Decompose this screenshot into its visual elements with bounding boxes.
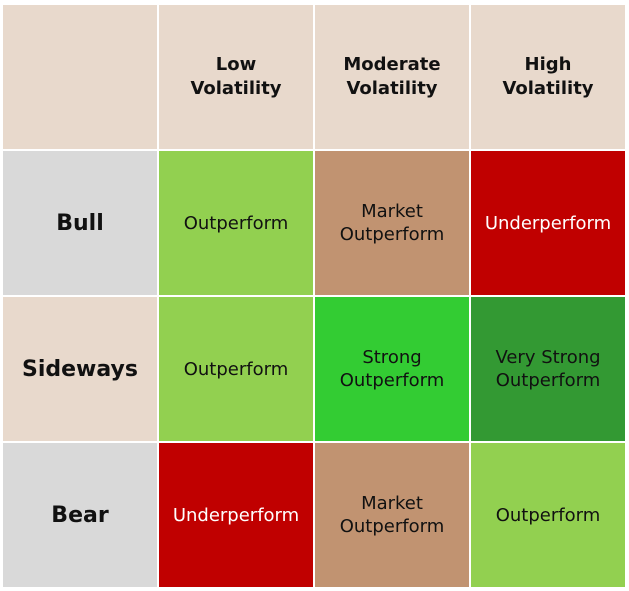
matrix-cell: Strong Outperform bbox=[315, 297, 469, 441]
row-label: Bear bbox=[51, 502, 109, 528]
cell-text: Outperform bbox=[495, 370, 601, 391]
header-text: Volatility bbox=[502, 78, 594, 99]
cell-text: Strong bbox=[362, 347, 422, 368]
header-text: Volatility bbox=[346, 78, 438, 99]
row-header: Bear bbox=[3, 443, 157, 587]
corner-cell bbox=[3, 5, 157, 149]
cell-text: Outperform bbox=[339, 370, 445, 391]
matrix-cell: Underperform bbox=[471, 151, 625, 295]
cell-text: Underperform bbox=[484, 212, 612, 234]
header-text: Low bbox=[215, 54, 257, 75]
cell-text: Market bbox=[361, 493, 423, 514]
matrix-cell: Outperform bbox=[471, 443, 625, 587]
cell-text: Very Strong bbox=[495, 347, 601, 368]
column-header: High Volatility bbox=[471, 5, 625, 149]
cell-text: Outperform bbox=[339, 516, 445, 537]
header-text: Volatility bbox=[190, 78, 282, 99]
header-text: Moderate bbox=[343, 54, 441, 75]
matrix-cell: Outperform bbox=[159, 151, 313, 295]
row-header: Sideways bbox=[3, 297, 157, 441]
cell-text: Outperform bbox=[183, 358, 289, 380]
header-text: High bbox=[524, 54, 572, 75]
cell-text: Market bbox=[361, 201, 423, 222]
matrix-cell: Underperform bbox=[159, 443, 313, 587]
matrix-cell: Market Outperform bbox=[315, 443, 469, 587]
matrix-cell: Market Outperform bbox=[315, 151, 469, 295]
cell-text: Outperform bbox=[495, 504, 601, 526]
matrix-cell: Very Strong Outperform bbox=[471, 297, 625, 441]
cell-text: Underperform bbox=[172, 504, 300, 526]
row-label: Sideways bbox=[22, 356, 138, 382]
column-header: Moderate Volatility bbox=[315, 5, 469, 149]
cell-text: Outperform bbox=[339, 224, 445, 245]
cell-text: Outperform bbox=[183, 212, 289, 234]
matrix-cell: Outperform bbox=[159, 297, 313, 441]
column-header: Low Volatility bbox=[159, 5, 313, 149]
row-label: Bull bbox=[56, 210, 104, 236]
row-header: Bull bbox=[3, 151, 157, 295]
